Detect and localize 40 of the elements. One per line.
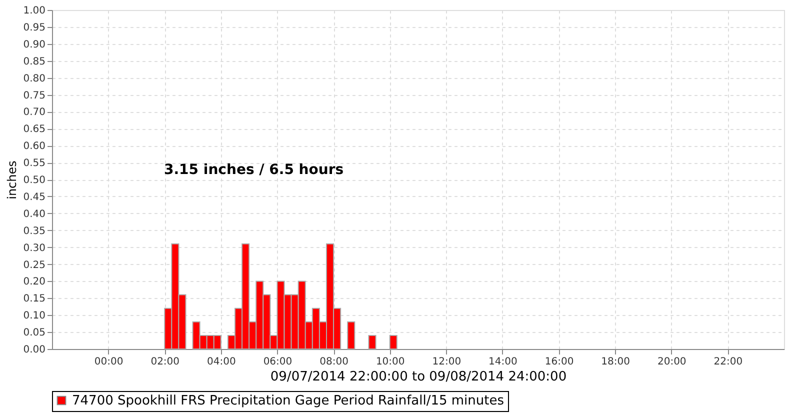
y-tick-label: 0.20 <box>23 276 46 288</box>
y-tick-label: 0.50 <box>23 175 46 186</box>
x-tick-label: 18:00 <box>601 356 630 368</box>
y-tick-label: 0.05 <box>23 328 46 339</box>
x-axis-title: 09/07/2014 22:00:00 to 09/08/2014 24:00:00 <box>270 370 567 384</box>
y-tick-label: 0.00 <box>23 344 46 356</box>
y-tick-label: 0.10 <box>23 310 46 322</box>
y-tick-label: 0.95 <box>23 22 46 34</box>
y-tick-label: 0.85 <box>23 56 46 68</box>
y-tick-label: 0.40 <box>23 208 46 220</box>
y-tick-label: 0.35 <box>23 226 46 237</box>
x-tick-label: 08:00 <box>320 356 348 368</box>
x-tick-label: 00:00 <box>94 356 124 368</box>
bar <box>389 334 398 350</box>
bar <box>368 334 376 350</box>
x-tick-label: 14:00 <box>488 356 518 368</box>
x-tick-label: 06:00 <box>263 356 292 368</box>
annotation: 3.15 inches / 6.5 hours <box>164 162 344 178</box>
y-tick-label: 0.45 <box>23 192 46 203</box>
x-tick-label: 22:00 <box>714 356 743 368</box>
y-tick-label: 0.15 <box>23 294 46 305</box>
x-tick-label: 10:00 <box>376 356 405 368</box>
y-tick-label: 0.80 <box>23 73 46 84</box>
y-tick-label: 0.30 <box>23 242 46 254</box>
y-axis-title: inches <box>5 160 20 200</box>
y-tick-label: 0.55 <box>23 158 46 170</box>
y-tick-label: 0.65 <box>23 124 46 136</box>
x-tick-label: 20:00 <box>657 356 686 368</box>
legend-label: 74700 Spookhill FRS Precipitation Gage Period Rainfall/15 minutes <box>72 394 504 408</box>
y-tick-label: 0.60 <box>23 141 46 152</box>
x-tick-label: 16:00 <box>544 356 574 368</box>
x-tick-label: 04:00 <box>207 356 236 368</box>
bar <box>347 321 356 350</box>
y-tick-label: 0.75 <box>23 90 46 102</box>
y-tick-label: 0.25 <box>23 260 46 271</box>
x-tick-label: 12:00 <box>432 356 462 368</box>
y-tick-label: 0.70 <box>23 107 46 118</box>
x-tick-label: 02:00 <box>150 356 180 368</box>
y-tick-label: 0.90 <box>23 39 46 50</box>
y-tick-label: 1.00 <box>23 6 46 16</box>
